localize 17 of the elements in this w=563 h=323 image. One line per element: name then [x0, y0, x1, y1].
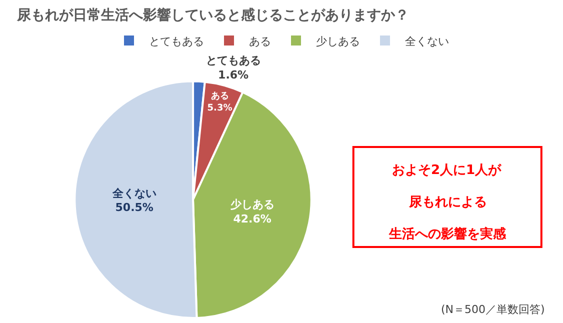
slice-label: ある — [210, 92, 229, 102]
legend-label: 少しある — [316, 34, 360, 48]
slice-label: とてもある — [206, 54, 261, 68]
text: 生活への影響を実感 — [388, 226, 507, 242]
legend-label: とてもある — [149, 34, 204, 48]
text: 尿もれによる — [408, 195, 487, 210]
slice-label: 全くない — [111, 186, 156, 200]
legend-label: 全くない — [405, 34, 449, 48]
data-label: 5.3% — [207, 103, 232, 114]
slice-label: 少しある — [229, 198, 274, 211]
data-label: 50.5% — [115, 201, 154, 214]
data-label: 42.6% — [233, 212, 272, 226]
text: (N＝500／単数回答) — [441, 303, 545, 316]
text: およそ2人に1人が — [392, 163, 502, 178]
chart-title: 尿もれが日常生活へ影響していると感じることがありますか？ — [16, 6, 409, 24]
data-label: 1.6% — [218, 68, 249, 82]
legend-label: ある — [249, 34, 271, 48]
